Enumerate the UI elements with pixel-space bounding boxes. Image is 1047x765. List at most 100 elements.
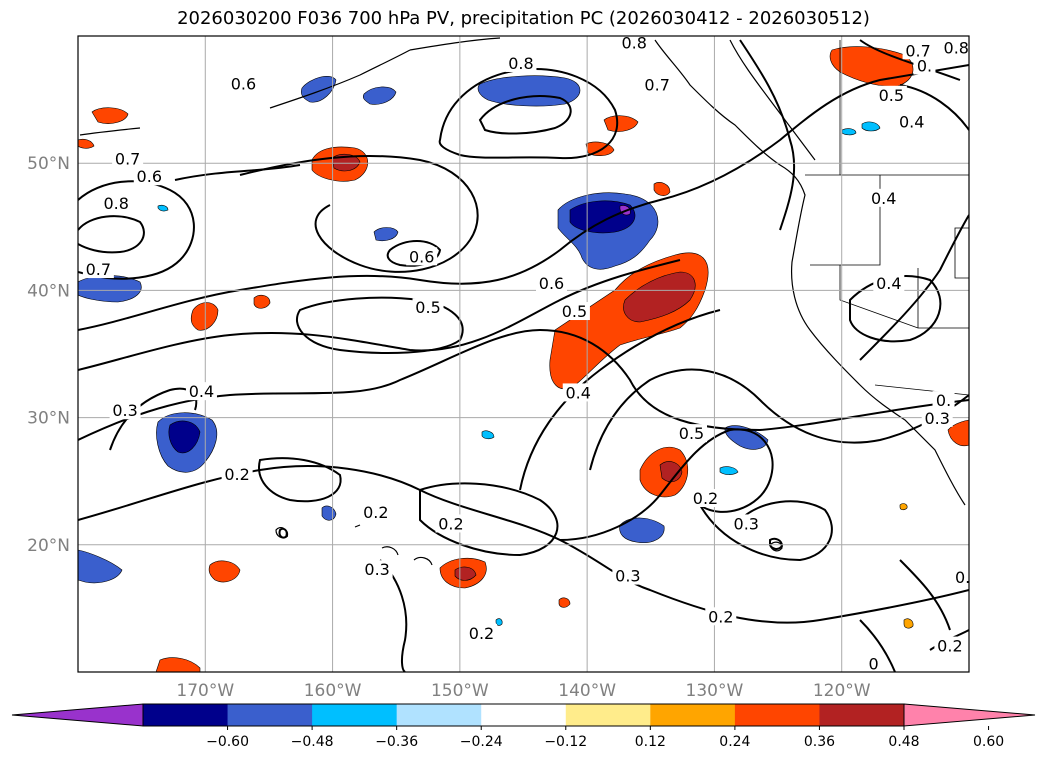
- latitude-label: 20°N: [27, 536, 70, 556]
- longitude-labels: 170°W 160°W 150°W 140°W 130°W 120°W: [176, 681, 870, 701]
- contour-label: 0.3: [615, 567, 640, 586]
- colorbar-segment: [312, 704, 398, 726]
- contour-label: 0.8: [508, 54, 533, 73]
- contour-label: 0.8: [944, 39, 969, 58]
- map-frame: [77, 35, 970, 673]
- map-gridlines: [78, 36, 969, 672]
- contour-label-halo: [558, 302, 590, 321]
- contour-label-halo: [227, 74, 259, 93]
- contour-label-halo: [618, 33, 650, 52]
- contour-label-halo: [612, 566, 644, 585]
- contour-label: 0.8: [622, 34, 647, 53]
- contour-label-halo: [875, 85, 907, 104]
- contour-label: 0.5: [679, 424, 704, 443]
- contour-label-halo: [109, 401, 141, 420]
- latitude-label: 30°N: [27, 409, 70, 429]
- contour-label-halo: [82, 260, 114, 279]
- contour-label-halo: [921, 408, 953, 427]
- map-title: 2026030200 F036 700 hPa PV, precipitatio…: [177, 8, 870, 29]
- contour-label-halo: [934, 636, 966, 655]
- longitude-label: 120°W: [813, 681, 871, 701]
- contour-label: 0.6: [539, 274, 564, 293]
- contour-label-halo: [902, 41, 934, 60]
- contour-label-halo: [133, 167, 165, 186]
- contour-label-halo: [676, 424, 708, 443]
- colorbar-tick-label: −0.48: [291, 734, 334, 750]
- contour-label-halo: [896, 112, 928, 131]
- contour-label-halo: [705, 607, 737, 626]
- colorbar-segment: [227, 704, 313, 726]
- contour-label: 0: [868, 654, 878, 673]
- contour-label: 0.7: [644, 76, 669, 95]
- contour-label: 0.: [936, 391, 951, 410]
- colorbar-segment: [143, 704, 229, 726]
- latitude-label: 40°N: [27, 281, 70, 301]
- contour-label-halo: [505, 53, 537, 72]
- contour-label-halo: [913, 56, 936, 75]
- colorbar-tick-label: 0.12: [635, 734, 666, 750]
- contour-label: 0.2: [708, 607, 733, 626]
- contour-label: 0.2: [438, 514, 463, 533]
- contour-label: 0.: [917, 57, 932, 76]
- colorbar-tick-label: −0.36: [375, 734, 418, 750]
- contour-label-halo: [940, 38, 972, 57]
- pv-contours: [78, 39, 969, 672]
- colorbar-segment: [396, 704, 482, 726]
- contour-label-halo: [536, 274, 568, 293]
- colorbar-segment: [734, 704, 820, 726]
- contour-label: 0.3: [734, 514, 759, 533]
- contour-label-halo: [221, 464, 253, 483]
- latitude-label: 50°N: [27, 154, 70, 174]
- contour-label: 0.3: [924, 409, 949, 428]
- contour-label-halo: [112, 149, 144, 168]
- contour-label: 0.4: [899, 112, 924, 131]
- contour-label: 0.2: [469, 624, 494, 643]
- colorbar-tick-label: −0.24: [460, 734, 503, 750]
- colorbar-tick-label: 0.60: [973, 734, 1004, 750]
- contour-label: 0.6: [137, 167, 162, 186]
- contour-label: 0.4: [876, 274, 901, 293]
- colorbar-segment: [565, 704, 651, 726]
- contour-label: 0.4: [566, 383, 591, 402]
- contour-label: 0.6: [231, 74, 256, 93]
- contour-label: 0.5: [562, 302, 587, 321]
- contour-label: 0.2: [224, 465, 249, 484]
- contour-label: 0.: [955, 568, 970, 587]
- contour-label-halo: [873, 274, 905, 293]
- contour-label-halo: [435, 514, 467, 533]
- contour-label-halo: [465, 623, 497, 642]
- contour-label-halo: [867, 654, 881, 673]
- colorbar-tick-label: −0.12: [544, 734, 587, 750]
- contour-label: 0.2: [937, 637, 962, 656]
- longitude-label: 150°W: [431, 681, 489, 701]
- longitude-label: 130°W: [686, 681, 744, 701]
- contour-label-halo: [730, 514, 762, 533]
- contour-label: 0.5: [879, 86, 904, 105]
- colorbar-extend-high: [903, 703, 1036, 727]
- contour-label-halo: [185, 382, 217, 401]
- contour-label-halo: [868, 188, 900, 207]
- contour-label-halo: [932, 391, 955, 410]
- contour-label: 0.2: [693, 489, 718, 508]
- colorbar: −0.60 −0.48 −0.36 −0.24 −0.12 0.12 0.24 0.36 0.4…: [11, 703, 1036, 750]
- contour-label-halo: [562, 383, 594, 402]
- contour-label-halo: [406, 247, 438, 266]
- contour-label-halo: [360, 503, 392, 521]
- contour-label: 0.7: [115, 149, 140, 168]
- colorbar-extend-low: [11, 703, 144, 727]
- colorbar-tick-label: 0.24: [719, 734, 750, 750]
- contour-label: 0.4: [189, 382, 214, 401]
- contour-labels: 0.20.20.30.20.20.30.40.70.60.80.70.50.60…: [82, 33, 974, 673]
- colorbar-outline: [142, 703, 905, 727]
- latitude-labels: 50°N 40°N 30°N 20°N: [27, 154, 70, 556]
- longitude-label: 160°W: [304, 681, 362, 701]
- colorbar-tick-label: 0.48: [888, 734, 919, 750]
- colorbar-segment: [650, 704, 736, 726]
- precip-negative-anomalies: [78, 75, 881, 626]
- longitude-label: 140°W: [558, 681, 616, 701]
- colorbar-segment: [481, 704, 567, 726]
- longitude-label: 170°W: [176, 681, 234, 701]
- contour-label: 0.8: [103, 194, 128, 213]
- contour-label-halo: [100, 193, 132, 212]
